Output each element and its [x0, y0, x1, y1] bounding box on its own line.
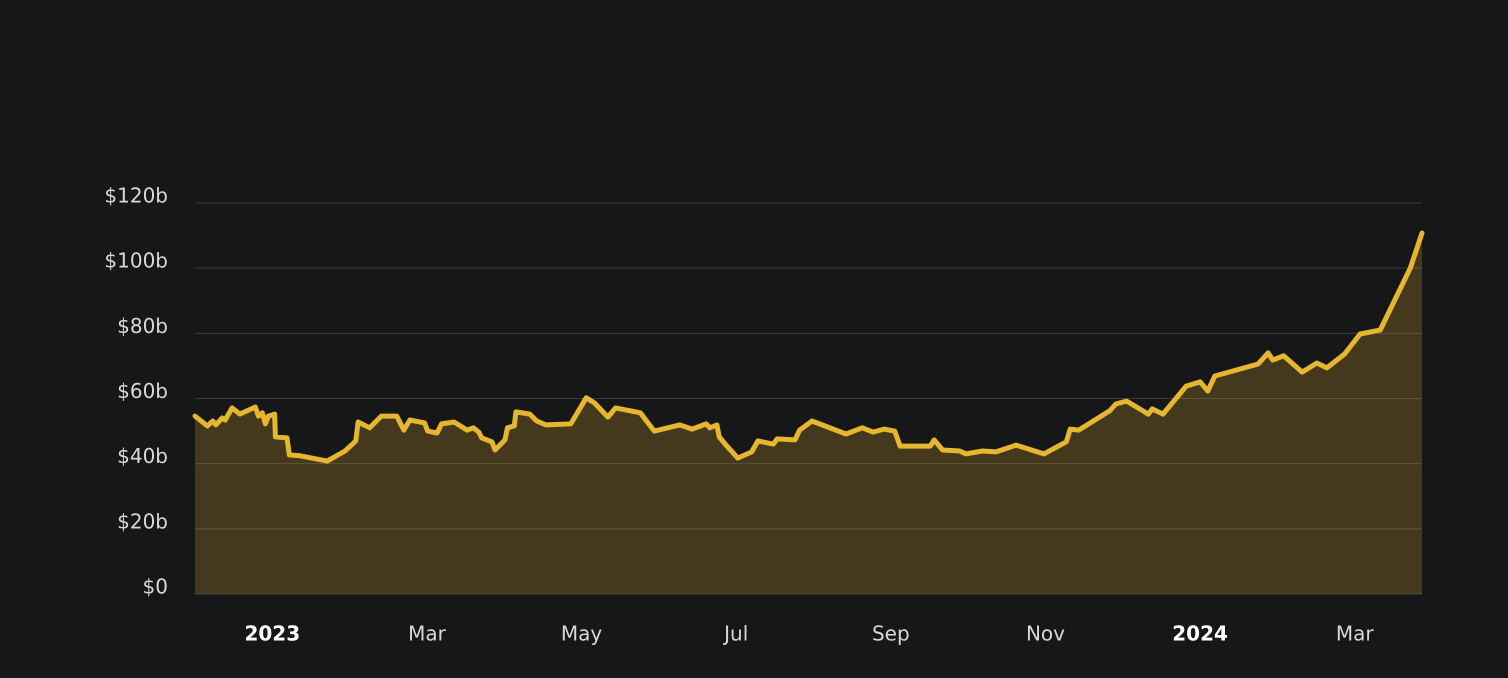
x-tick-label: May: [561, 622, 603, 646]
x-tick-label: 2023: [244, 622, 300, 646]
y-tick-label: $40b: [117, 444, 168, 468]
x-tick-label: Mar: [1336, 622, 1375, 646]
area-fill: [195, 233, 1422, 594]
y-tick-label: $100b: [104, 249, 168, 273]
y-tick-label: $120b: [104, 184, 168, 208]
x-tick-label: Mar: [408, 622, 447, 646]
x-tick-label: 2024: [1172, 622, 1228, 646]
x-tick-label: Jul: [722, 622, 748, 646]
line: [192, 230, 1425, 464]
x-tick-label: Nov: [1026, 622, 1065, 646]
x-tick-label: Sep: [872, 622, 910, 646]
y-tick-label: $0: [143, 575, 168, 599]
y-tick-label: $80b: [117, 314, 168, 338]
y-tick-label: $60b: [117, 379, 168, 403]
y-tick-label: $20b: [117, 509, 168, 533]
